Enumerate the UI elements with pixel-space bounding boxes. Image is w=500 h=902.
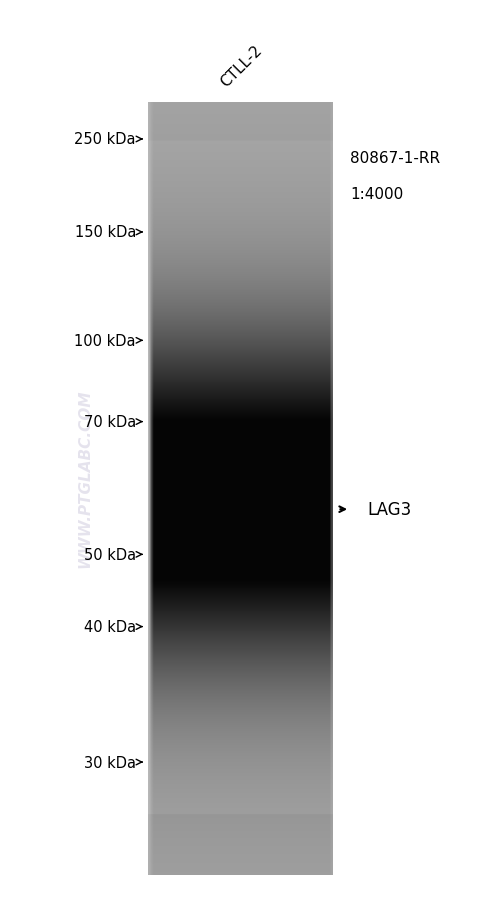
Text: 30 kDa: 30 kDa [84, 755, 136, 769]
Text: 50 kDa: 50 kDa [84, 548, 136, 562]
Text: 40 kDa: 40 kDa [84, 620, 136, 634]
Text: 100 kDa: 100 kDa [74, 334, 136, 348]
Text: 1:4000: 1:4000 [350, 187, 403, 201]
Text: 150 kDa: 150 kDa [74, 226, 136, 240]
Text: 80867-1-RR: 80867-1-RR [350, 151, 440, 165]
Text: 70 kDa: 70 kDa [84, 415, 136, 429]
Text: LAG3: LAG3 [368, 501, 412, 519]
Text: CTLL-2: CTLL-2 [218, 43, 265, 90]
Text: 250 kDa: 250 kDa [74, 133, 136, 147]
Text: WWW.PTGLABC.COM: WWW.PTGLABC.COM [78, 389, 92, 567]
